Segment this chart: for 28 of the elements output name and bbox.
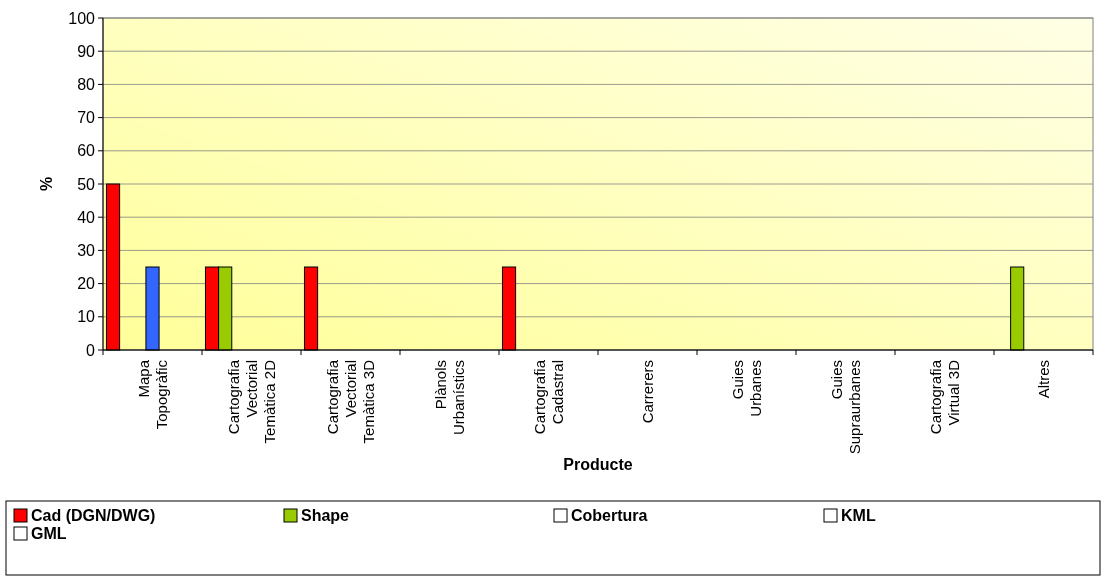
legend-label: KML [841, 507, 876, 524]
x-tick-label: Cartografia Vectorial Temàtica 3D [323, 359, 377, 444]
y-tick-label: 10 [77, 308, 96, 326]
x-tick-label: Guies Urbanes [728, 360, 764, 417]
y-tick-label: 60 [77, 142, 96, 160]
legend-label: GML [31, 525, 67, 542]
y-tick-label: 20 [77, 275, 96, 293]
legend-label: Shape [301, 507, 350, 524]
legend-label: Cad (DGN/DWG) [31, 507, 156, 524]
y-tick-label: 80 [77, 76, 96, 93]
x-tick-label: Carrerers [638, 360, 656, 424]
y-tick-label: 40 [77, 208, 96, 226]
y-tick-label: 100 [68, 9, 96, 27]
x-tick-label: Mapa Topogràfic [134, 359, 170, 430]
x-tick-label: Altres [1034, 360, 1052, 399]
x-tick-label: Cartografia Vectorial Temàtica 2D [224, 359, 278, 444]
y-tick-label: 50 [77, 175, 96, 193]
x-tick-label: Cartografia Virtual 3D [926, 359, 962, 435]
legend-label: Cobertura [571, 507, 648, 524]
x-axis-title: Producte [563, 456, 633, 473]
y-axis-title: % [38, 176, 55, 192]
y-tick-label: 0 [86, 341, 96, 359]
x-tick-label: Cartografia Cadastral [530, 359, 566, 435]
y-tick-label: 90 [77, 42, 96, 60]
y-tick-label: 30 [77, 242, 96, 259]
y-tick-label: 70 [77, 109, 96, 127]
x-tick-label: Guies Supraurbanes [827, 360, 863, 455]
x-tick-label: Plànols Urbanístics [431, 360, 467, 436]
